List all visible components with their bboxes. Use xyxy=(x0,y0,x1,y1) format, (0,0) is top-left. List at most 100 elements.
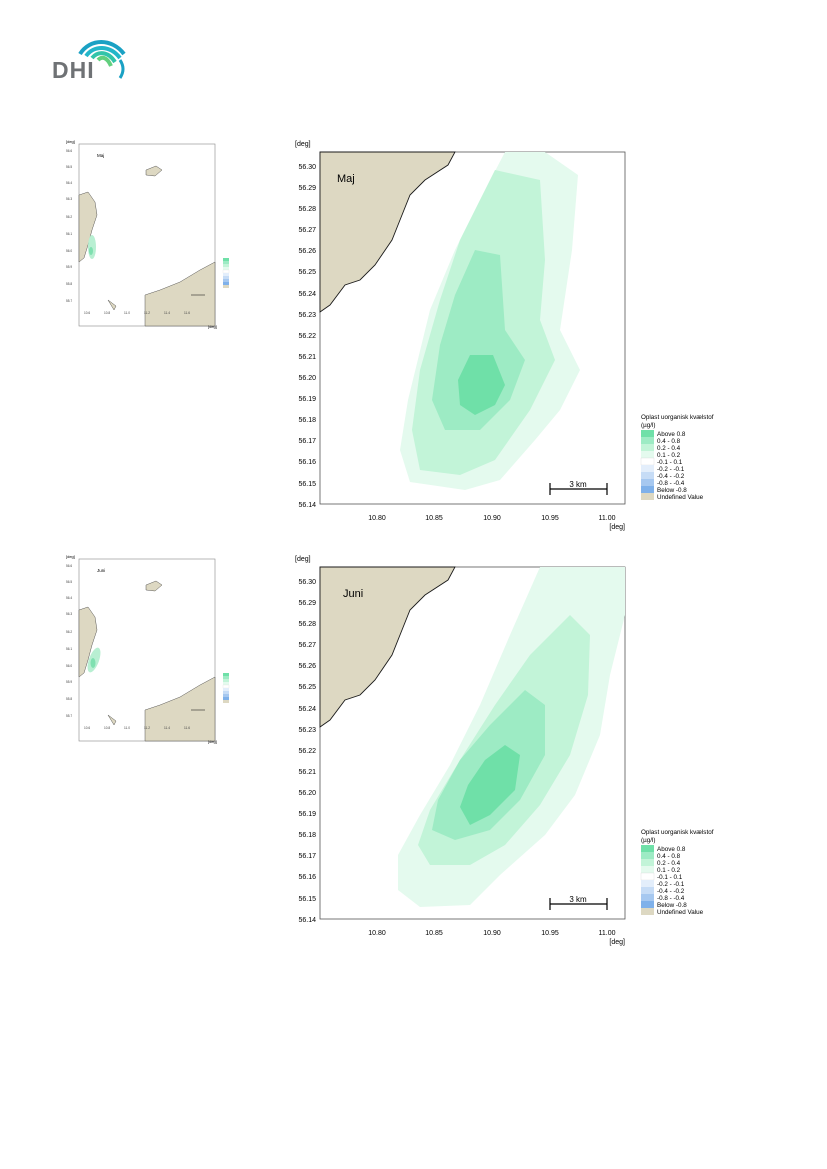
dhi-logo-swirl-icon xyxy=(78,40,126,79)
y-tick: 56.28 xyxy=(298,621,316,628)
scale-bar: 3 km xyxy=(549,480,608,495)
svg-text:-0.8 - -0.4: -0.8 - -0.4 xyxy=(657,895,685,902)
y-tick: 56.26 xyxy=(298,663,316,670)
thumb-islet xyxy=(107,714,117,726)
main-map: [deg] Maj 56.30 56.29 56.28 56.27 56.26 … xyxy=(295,141,626,531)
svg-text:11.0: 11.0 xyxy=(124,311,130,315)
svg-text:0.2 - 0.4: 0.2 - 0.4 xyxy=(657,860,681,867)
thumb-land-south xyxy=(144,261,216,327)
x-tick: 10.85 xyxy=(425,515,443,522)
thumb-island xyxy=(145,165,163,177)
x-tick: 11.00 xyxy=(599,515,616,522)
x-tick-labels: 10.80 10.85 10.90 10.95 11.00 xyxy=(368,930,615,937)
y-tick: 56.16 xyxy=(298,874,316,881)
dhi-logo xyxy=(50,36,130,82)
y-tick: 56.24 xyxy=(298,291,316,298)
y-tick-labels: 56.30 56.29 56.28 56.27 56.26 56.25 56.2… xyxy=(298,579,316,924)
svg-text:56.3: 56.3 xyxy=(66,197,72,201)
thumb-plume-core xyxy=(90,658,96,668)
map-panel-juni: [deg] Juni 56.6 56.5 56.4 56.3 56.2 56.1 56.… xyxy=(0,545,827,965)
y-tick: 56.23 xyxy=(298,727,316,734)
map-panel-maj: [deg] Maj 56.6 56.5 56.4 56.3 56.2 56.1 56.0… xyxy=(0,130,827,550)
thumb-islet xyxy=(107,299,117,311)
svg-text:10.6: 10.6 xyxy=(84,726,90,730)
x-deg-label: [deg] xyxy=(609,939,625,946)
y-tick: 56.23 xyxy=(298,312,316,319)
map-svg: [deg] Juni 56.6 56.5 56.4 56.3 56.2 56.1 56.… xyxy=(66,554,714,946)
contour-0.8 xyxy=(458,355,505,415)
svg-text:-0.1 - 0.1: -0.1 - 0.1 xyxy=(657,459,683,466)
svg-text:0.4 - 0.8: 0.4 - 0.8 xyxy=(657,853,681,860)
y-tick: 56.25 xyxy=(298,684,316,691)
thumb-land-west xyxy=(78,606,98,678)
x-deg-label: [deg] xyxy=(609,524,625,531)
svg-text:10.6: 10.6 xyxy=(84,311,90,315)
map-svg: [deg] Maj 56.6 56.5 56.4 56.3 56.2 56.1 56.0… xyxy=(66,139,714,531)
y-tick: 56.25 xyxy=(298,269,316,276)
x-tick: 10.95 xyxy=(541,515,559,522)
legend: Oplast uorganisk kvælstof (µg/l) Above 0… xyxy=(640,414,714,501)
svg-text:56.6: 56.6 xyxy=(66,149,72,153)
svg-text:Below -0.8: Below -0.8 xyxy=(657,902,687,909)
y-tick: 56.15 xyxy=(298,481,316,488)
svg-text:55.8: 55.8 xyxy=(66,282,72,286)
svg-text:Undefined Value: Undefined Value xyxy=(657,494,704,501)
thumb-land-west xyxy=(78,191,98,263)
svg-text:56.1: 56.1 xyxy=(66,232,72,236)
y-tick: 56.16 xyxy=(298,459,316,466)
y-tick: 56.26 xyxy=(298,248,316,255)
y-tick: 56.17 xyxy=(298,438,316,445)
thumb-legend xyxy=(222,673,230,703)
dhi-logo-text: DHI xyxy=(52,57,95,83)
svg-text:56.2: 56.2 xyxy=(66,630,72,634)
svg-text:56.0: 56.0 xyxy=(66,249,72,253)
legend-unit: (µg/l) xyxy=(641,837,655,844)
svg-text:11.2: 11.2 xyxy=(144,311,150,315)
thumb-month-label: Maj xyxy=(97,153,104,158)
y-tick: 56.18 xyxy=(298,832,316,839)
svg-text:55.8: 55.8 xyxy=(66,697,72,701)
thumb-deg-x-label: [deg] xyxy=(208,324,217,329)
overview-thumbnail: [deg] Juni 56.6 56.5 56.4 56.3 56.2 56.1 56.… xyxy=(66,554,230,744)
thumb-land-south xyxy=(144,676,216,742)
month-label: Maj xyxy=(337,173,355,185)
y-tick: 56.24 xyxy=(298,706,316,713)
svg-text:-0.4 - -0.2: -0.4 - -0.2 xyxy=(657,473,685,480)
legend: Oplast uorganisk kvælstof (µg/l) Above 0… xyxy=(640,829,714,916)
svg-text:56.0: 56.0 xyxy=(66,664,72,668)
svg-text:56.4: 56.4 xyxy=(66,181,72,185)
y-tick: 56.21 xyxy=(298,769,316,776)
x-tick: 10.95 xyxy=(541,930,559,937)
svg-text:-0.4 - -0.2: -0.4 - -0.2 xyxy=(657,888,685,895)
land-area xyxy=(319,566,456,728)
x-tick: 10.90 xyxy=(483,930,501,937)
svg-text:10.8: 10.8 xyxy=(104,726,110,730)
svg-text:0.1 - 0.2: 0.1 - 0.2 xyxy=(657,867,681,874)
x-tick-labels: 10.80 10.85 10.90 10.95 11.00 xyxy=(368,515,615,522)
x-tick: 10.90 xyxy=(483,515,501,522)
thumb-plume-core xyxy=(89,247,93,255)
main-map: [deg] Juni 56.30 56.29 56.28 56.27 56.26… xyxy=(295,556,626,946)
thumb-deg-label: [deg] xyxy=(66,139,75,144)
thumb-deg-x-label: [deg] xyxy=(208,739,217,744)
svg-text:56.5: 56.5 xyxy=(66,165,72,169)
svg-text:55.7: 55.7 xyxy=(66,299,72,303)
y-tick: 56.28 xyxy=(298,206,316,213)
svg-text:56.5: 56.5 xyxy=(66,580,72,584)
svg-text:Below -0.8: Below -0.8 xyxy=(657,487,687,494)
svg-text:55.9: 55.9 xyxy=(66,265,72,269)
x-tick: 10.80 xyxy=(368,515,386,522)
y-tick: 56.18 xyxy=(298,417,316,424)
svg-text:11.4: 11.4 xyxy=(164,726,170,730)
svg-text:Above 0.8: Above 0.8 xyxy=(657,846,686,853)
contour-0.8 xyxy=(460,745,520,825)
svg-text:55.9: 55.9 xyxy=(66,680,72,684)
svg-text:55.7: 55.7 xyxy=(66,714,72,718)
y-tick: 56.20 xyxy=(298,375,316,382)
thumb-plume xyxy=(88,235,96,259)
svg-text:-0.2 - -0.1: -0.2 - -0.1 xyxy=(657,881,685,888)
svg-text:56.6: 56.6 xyxy=(66,564,72,568)
land-area xyxy=(319,151,456,313)
scale-bar: 3 km xyxy=(549,895,608,910)
x-tick: 10.80 xyxy=(368,930,386,937)
